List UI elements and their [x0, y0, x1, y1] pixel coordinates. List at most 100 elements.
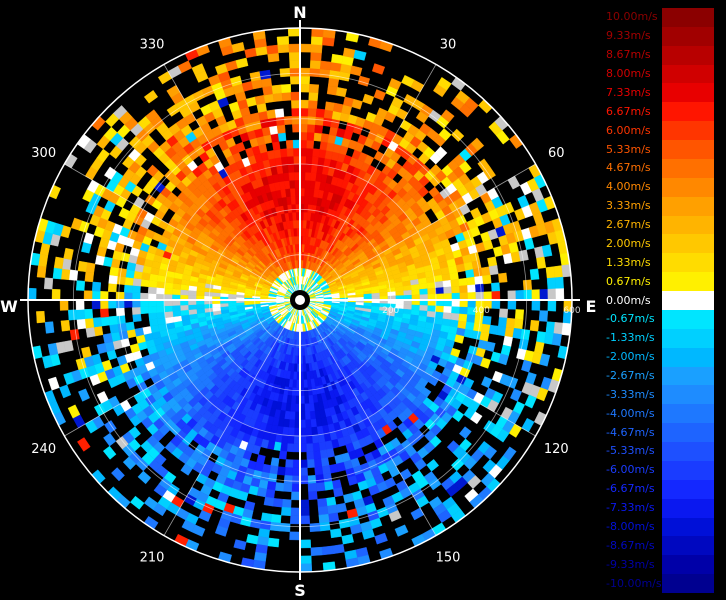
velocity-cell	[314, 466, 324, 476]
velocity-cell	[280, 506, 292, 517]
velocity-cell	[304, 171, 312, 181]
velocity-cell	[321, 545, 334, 556]
velocity-cell	[475, 283, 485, 293]
velocity-cell	[291, 475, 301, 485]
velocity-cell	[304, 403, 311, 413]
velocity-cell	[231, 42, 245, 53]
velocity-cell	[117, 267, 127, 278]
velocity-cell	[310, 51, 322, 62]
azimuth-label: 210	[140, 550, 165, 565]
velocity-cell	[496, 325, 507, 337]
velocity-cell	[274, 156, 283, 167]
velocity-cell	[131, 306, 141, 315]
velocity-cell	[419, 288, 429, 296]
velocity-cell	[279, 522, 291, 533]
colorbar-label: 2.00m/s	[606, 236, 651, 250]
velocity-cell	[379, 292, 389, 297]
velocity-cell	[132, 313, 142, 323]
velocity-cell	[529, 319, 540, 332]
velocity-cell	[435, 305, 445, 313]
velocity-cell	[306, 147, 314, 157]
velocity-cell	[171, 288, 181, 296]
velocity-cell	[471, 259, 482, 270]
velocity-cell	[91, 299, 101, 310]
velocity-cell	[433, 274, 444, 283]
velocity-cell	[459, 306, 469, 315]
velocity-cell	[498, 272, 508, 283]
velocity-cell	[219, 302, 229, 308]
colorbar-label: -6.00m/s	[606, 463, 655, 477]
colorbar-swatch	[662, 423, 714, 443]
velocity-cell	[278, 450, 288, 460]
velocity-cell	[518, 338, 529, 351]
velocity-cell	[299, 115, 309, 125]
velocity-cell	[474, 315, 484, 325]
velocity-cell	[442, 279, 452, 288]
velocity-cell	[99, 299, 109, 309]
velocity-cell	[299, 67, 311, 77]
colorbar-swatch	[662, 574, 714, 594]
velocity-cell	[524, 394, 537, 409]
velocity-cell	[553, 322, 564, 335]
colorbar-label: 7.33m/s	[606, 85, 651, 99]
velocity-cell	[131, 292, 141, 301]
velocity-cell	[304, 411, 311, 421]
velocity-cell	[551, 333, 562, 347]
colorbar-label: 2.67m/s	[606, 218, 651, 232]
velocity-cell	[483, 291, 493, 301]
velocity-cell	[299, 555, 312, 565]
colorbar-swatch	[662, 102, 714, 122]
range-label: 600	[563, 306, 580, 316]
velocity-cell	[440, 109, 455, 123]
velocity-cell	[291, 203, 297, 213]
velocity-cell	[156, 311, 166, 320]
velocity-cell	[371, 63, 386, 75]
velocity-cell	[299, 475, 309, 485]
velocity-cell	[536, 387, 549, 402]
velocity-cell	[84, 317, 95, 329]
velocity-cell	[450, 312, 460, 322]
velocity-cell	[309, 410, 316, 420]
azimuth-spoke	[299, 299, 437, 536]
velocity-cell	[318, 513, 330, 524]
velocity-cell	[96, 343, 108, 355]
velocity-cell	[411, 289, 421, 296]
velocity-cell	[276, 36, 290, 46]
velocity-cell	[267, 537, 280, 548]
velocity-cell	[321, 465, 331, 475]
velocity-cell	[545, 266, 556, 279]
velocity-cell	[109, 266, 120, 277]
velocity-cell	[36, 265, 47, 278]
velocity-cell	[179, 289, 189, 296]
velocity-cell	[304, 187, 311, 197]
velocity-cell	[103, 432, 117, 447]
velocity-cell	[459, 285, 469, 294]
range-label: 400	[473, 306, 490, 316]
velocity-cell	[315, 474, 325, 484]
colorbar-label: 6.00m/s	[606, 123, 651, 137]
velocity-cell	[480, 323, 491, 334]
velocity-cell	[395, 290, 405, 297]
velocity-cell	[292, 211, 297, 221]
velocity-cell	[249, 518, 262, 529]
velocity-cell	[214, 525, 229, 537]
velocity-cell	[459, 292, 469, 301]
velocity-cell	[279, 442, 288, 452]
velocity-cell	[274, 108, 285, 118]
velocity-cell	[434, 280, 444, 289]
velocity-cell	[306, 443, 314, 453]
velocity-cell	[104, 166, 117, 180]
velocity-cell	[529, 268, 540, 281]
velocity-cell	[156, 317, 167, 326]
velocity-cell	[491, 299, 501, 309]
velocity-cell	[314, 124, 324, 134]
velocity-cell	[53, 256, 64, 269]
velocity-cell	[272, 498, 283, 508]
velocity-cell	[507, 290, 517, 301]
velocity-cell	[451, 285, 461, 294]
velocity-cell	[291, 483, 301, 493]
velocity-cell	[308, 99, 318, 109]
velocity-cell	[305, 427, 313, 437]
velocity-cell	[96, 391, 109, 404]
velocity-cell	[289, 531, 301, 541]
